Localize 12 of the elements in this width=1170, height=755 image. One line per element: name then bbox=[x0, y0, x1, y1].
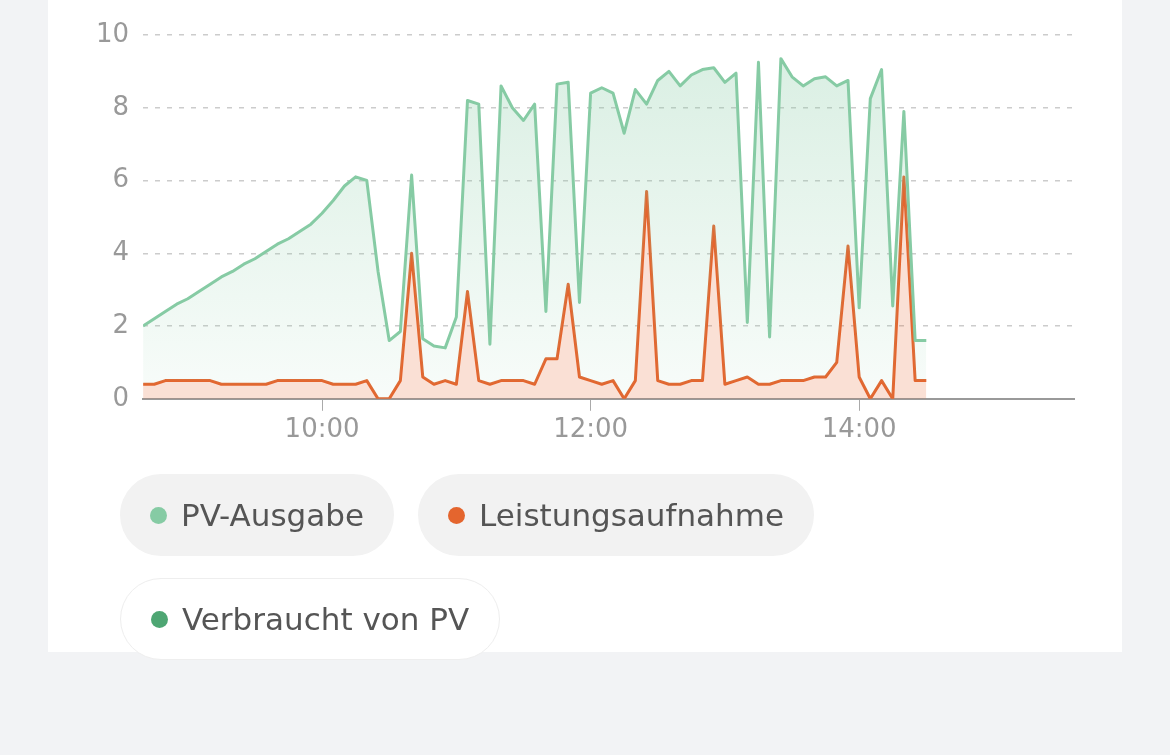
y-tick-label: 0 bbox=[112, 381, 130, 412]
x-tick-label: 12:00 bbox=[553, 413, 629, 444]
y-tick-label: 4 bbox=[112, 236, 130, 267]
y-tick-label: 10 bbox=[95, 17, 130, 48]
legend-label: PV-Ausgabe bbox=[181, 497, 365, 533]
y-tick-label: 6 bbox=[112, 163, 130, 194]
x-tick-label: 10:00 bbox=[284, 413, 360, 444]
legend-label: Leistungsaufnahme bbox=[479, 497, 784, 533]
x-tick-label: 14:00 bbox=[821, 413, 897, 444]
y-tick-label: 8 bbox=[112, 90, 130, 121]
legend-label: Verbraucht von PV bbox=[182, 601, 470, 637]
y-tick-label: 2 bbox=[112, 308, 130, 339]
